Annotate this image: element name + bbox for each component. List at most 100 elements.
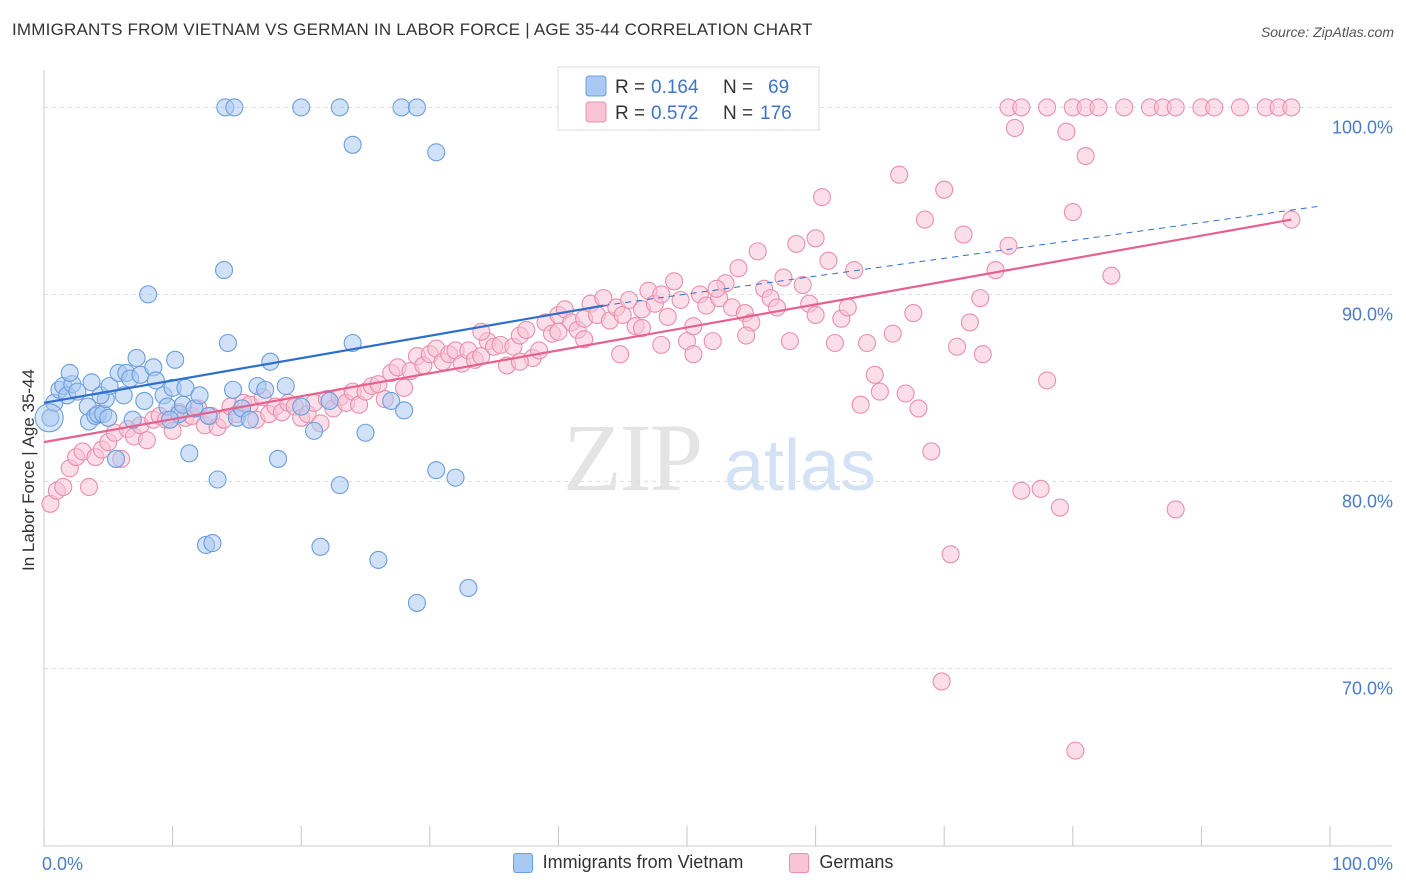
germans-point-114 (774, 268, 793, 287)
germans-point-149 (1076, 146, 1095, 166)
vietnam-point-60 (330, 476, 349, 495)
germans-point-127 (684, 345, 703, 364)
germans-point-137 (896, 384, 915, 403)
germans-point-172 (1038, 98, 1057, 117)
vietnam-point-69 (459, 578, 478, 598)
vietnam-point-75 (407, 98, 426, 117)
legend-r-label-2: R = (615, 103, 645, 124)
vietnam-point-77 (427, 143, 446, 162)
germans-point-126 (652, 335, 671, 354)
vietnam-point-58 (311, 537, 330, 556)
germans-point-117 (793, 275, 812, 295)
germans-point-151 (1166, 500, 1185, 519)
legend-n-label-1: N = (723, 77, 753, 98)
vietnam-point-66 (407, 593, 426, 612)
germans-point-175 (1115, 98, 1134, 117)
vietnam-point-46 (218, 333, 237, 353)
source-credit: Source: ZipAtlas.com (1260, 24, 1394, 40)
germans-point-55 (395, 378, 414, 397)
germans-point-119 (806, 305, 825, 325)
vietnam-point-44 (208, 470, 227, 489)
vietnam-point-42 (199, 406, 218, 425)
vietnam-trend-line (43, 304, 604, 404)
vietnam-point-47 (223, 380, 243, 399)
germans-point-154 (954, 225, 973, 244)
germans-point-141 (948, 337, 967, 356)
germans-point-142 (960, 313, 979, 332)
germans-point-163 (904, 304, 923, 323)
vietnam-point-17 (99, 408, 118, 427)
legend-label-germans: Germans (819, 852, 894, 872)
germans-point-110 (748, 242, 767, 261)
series-vietnam-points (34, 98, 613, 612)
vietnam-point-74 (392, 98, 411, 117)
vietnam-point-29 (146, 371, 165, 390)
vietnam-point-59 (320, 391, 339, 411)
germans-point-162 (865, 365, 884, 384)
germans-point-158 (1057, 122, 1076, 141)
y-tick-label-1: 90.0% (1342, 304, 1393, 324)
watermark-atlas: atlas (724, 426, 876, 506)
legend-label-vietnam: Immigrants from Vietnam (542, 852, 744, 872)
germans-point-168 (806, 229, 825, 248)
vietnam-point-54 (269, 449, 288, 468)
vietnam-point-72 (292, 98, 311, 117)
germans-point-131 (819, 251, 838, 270)
germans-point-76 (530, 341, 549, 360)
legend-swatch-germans (789, 852, 810, 873)
germans-point-136 (883, 324, 902, 343)
legend-swatch-vietnam (512, 852, 533, 873)
vietnam-point-50 (240, 410, 259, 429)
vietnam-point-57 (305, 421, 324, 440)
germans-point-138 (909, 399, 928, 418)
germans-point-167 (1066, 741, 1085, 760)
vietnam-point-36 (176, 378, 195, 397)
grid-lines (44, 106, 1392, 669)
vietnam-point-71 (225, 98, 244, 117)
vietnam-point-73 (330, 98, 349, 117)
legend-item-vietnam: Immigrants from Vietnam (512, 852, 744, 873)
germans-point-103 (703, 332, 722, 351)
germans-point-95 (652, 285, 671, 304)
y-axis-label: In Labor Force | Age 35-44 (19, 369, 38, 571)
germans-point-161 (851, 395, 870, 414)
germans-point-107 (729, 259, 748, 278)
vietnam-point-64 (382, 391, 401, 411)
trend-lines (43, 206, 1318, 444)
germans-point-15 (137, 431, 156, 450)
germans-point-165 (971, 289, 990, 308)
vietnam-point-56 (292, 397, 311, 416)
vietnam-point-6 (60, 363, 79, 382)
legend-r-value-1: 0.164 (651, 77, 699, 98)
germans-point-178 (1166, 98, 1185, 117)
vietnam-point-76 (343, 135, 362, 154)
germans-point-144 (999, 236, 1018, 255)
y-tick-label-0: 100.0% (1332, 117, 1393, 137)
x-tick-labels: 0.0% 100.0% (42, 854, 1393, 874)
germans-point-6 (79, 477, 99, 497)
germans-point-134 (857, 333, 877, 353)
germans-point-155 (986, 261, 1005, 280)
germans-point-139 (922, 442, 941, 461)
germans-point-171 (1012, 98, 1031, 117)
germans-point-184 (1282, 98, 1301, 117)
watermark: ZIP atlas (563, 404, 876, 511)
x-tick-label-0: 0.0% (42, 854, 83, 874)
vietnam-point-33 (166, 350, 185, 369)
germans-point-124 (611, 345, 630, 364)
germans-point-169 (825, 333, 844, 353)
germans-point-140 (935, 180, 954, 199)
germans-point-89 (613, 305, 632, 325)
germans-point-123 (575, 330, 594, 349)
vietnam-point-45 (214, 261, 234, 280)
watermark-zip: ZIP (563, 404, 701, 511)
legend-swatch-pink (585, 101, 607, 123)
germans-point-156 (1005, 118, 1024, 138)
vietnam-point-23 (123, 410, 142, 429)
germans-point-128 (707, 279, 726, 298)
germans-point-146 (1038, 371, 1057, 390)
germans-point-74 (517, 320, 536, 339)
legend-r-label-1: R = (615, 77, 645, 98)
germans-point-90 (620, 290, 639, 310)
